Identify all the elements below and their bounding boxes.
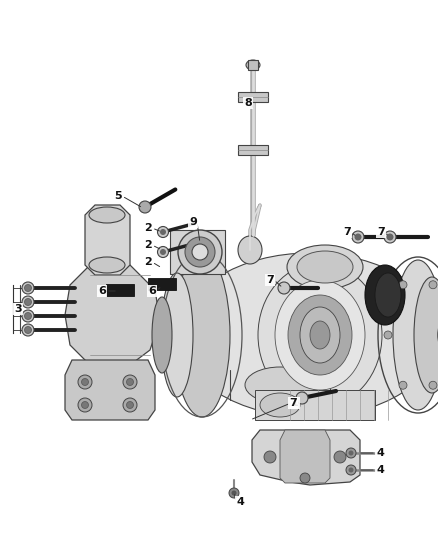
Circle shape: [300, 473, 310, 483]
Circle shape: [22, 282, 34, 294]
Text: 4: 4: [376, 465, 384, 475]
Circle shape: [25, 327, 32, 334]
Circle shape: [185, 237, 215, 267]
Bar: [106, 284, 134, 296]
Text: 7: 7: [266, 275, 274, 285]
Circle shape: [25, 285, 32, 292]
Circle shape: [232, 490, 237, 496]
Bar: [248, 60, 258, 70]
Ellipse shape: [287, 245, 363, 289]
Ellipse shape: [89, 257, 125, 273]
Ellipse shape: [365, 265, 405, 325]
Polygon shape: [65, 265, 160, 365]
Circle shape: [399, 381, 407, 389]
Circle shape: [139, 201, 151, 213]
Bar: [148, 278, 176, 290]
Circle shape: [78, 398, 92, 412]
Circle shape: [346, 448, 356, 458]
Polygon shape: [280, 430, 330, 483]
Ellipse shape: [174, 253, 230, 417]
Circle shape: [334, 451, 346, 463]
Ellipse shape: [152, 297, 172, 373]
Circle shape: [429, 381, 437, 389]
Circle shape: [81, 378, 88, 385]
Text: 6: 6: [98, 286, 106, 296]
Circle shape: [160, 229, 166, 235]
Text: 6: 6: [148, 286, 156, 296]
Ellipse shape: [245, 367, 315, 403]
Text: 5: 5: [114, 191, 122, 201]
Circle shape: [384, 331, 392, 339]
Text: 4: 4: [236, 497, 244, 507]
Circle shape: [349, 467, 353, 472]
Circle shape: [25, 312, 32, 319]
Circle shape: [354, 233, 361, 240]
Circle shape: [278, 282, 290, 294]
Circle shape: [158, 227, 169, 238]
Ellipse shape: [260, 393, 300, 417]
Text: 7: 7: [377, 227, 385, 237]
Ellipse shape: [393, 260, 438, 410]
Text: 1: 1: [291, 398, 299, 408]
Circle shape: [22, 310, 34, 322]
Ellipse shape: [414, 277, 438, 393]
Circle shape: [296, 392, 308, 404]
Text: 2: 2: [144, 223, 152, 233]
Circle shape: [81, 401, 88, 408]
Text: 4: 4: [376, 448, 384, 458]
Ellipse shape: [300, 307, 340, 363]
Circle shape: [384, 231, 396, 243]
Polygon shape: [65, 360, 155, 420]
Circle shape: [22, 296, 34, 308]
Circle shape: [346, 465, 356, 475]
Text: 2: 2: [144, 240, 152, 250]
Circle shape: [349, 450, 353, 456]
Circle shape: [178, 230, 222, 274]
Text: 8: 8: [244, 98, 252, 108]
Circle shape: [127, 401, 134, 408]
Ellipse shape: [180, 253, 438, 417]
Text: 3: 3: [14, 304, 22, 314]
Text: 2: 2: [144, 257, 152, 267]
Circle shape: [160, 249, 166, 255]
Circle shape: [78, 375, 92, 389]
Polygon shape: [85, 205, 130, 275]
Circle shape: [386, 233, 393, 240]
Ellipse shape: [238, 236, 262, 264]
Ellipse shape: [275, 280, 365, 390]
Text: 9: 9: [189, 217, 197, 227]
Ellipse shape: [258, 263, 382, 407]
Polygon shape: [252, 430, 360, 485]
Bar: [238, 145, 268, 155]
Ellipse shape: [161, 273, 193, 397]
Circle shape: [25, 298, 32, 305]
Circle shape: [229, 488, 239, 498]
Ellipse shape: [89, 207, 125, 223]
Circle shape: [123, 375, 137, 389]
Bar: [255, 390, 375, 420]
Circle shape: [127, 378, 134, 385]
Circle shape: [192, 244, 208, 260]
Ellipse shape: [246, 60, 260, 70]
Circle shape: [158, 246, 169, 257]
Text: 7: 7: [289, 398, 297, 408]
Ellipse shape: [310, 321, 330, 349]
Circle shape: [429, 281, 437, 289]
Bar: [238, 92, 268, 102]
Ellipse shape: [288, 295, 352, 375]
Ellipse shape: [375, 273, 401, 317]
Circle shape: [22, 324, 34, 336]
Circle shape: [352, 231, 364, 243]
Circle shape: [123, 398, 137, 412]
Ellipse shape: [297, 251, 353, 283]
Bar: [170, 230, 225, 274]
Text: 7: 7: [343, 227, 351, 237]
Circle shape: [264, 451, 276, 463]
Circle shape: [399, 281, 407, 289]
